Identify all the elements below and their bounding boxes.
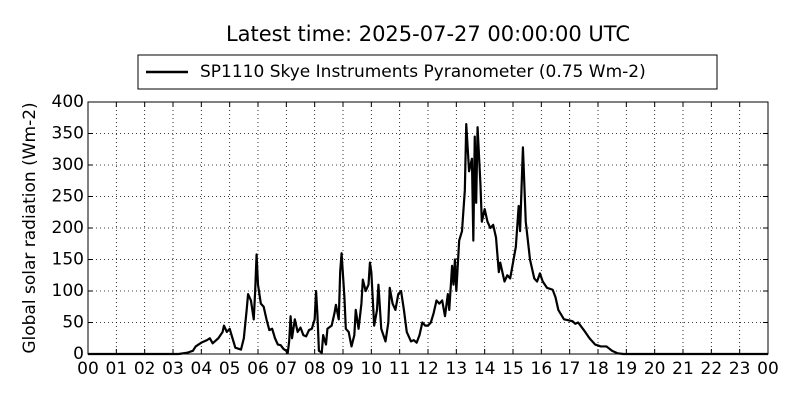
y-tick-label: 0 [73, 344, 84, 364]
x-tick-label: 23 [729, 359, 751, 379]
x-tick-label: 05 [219, 359, 241, 379]
x-tick-label: 07 [276, 359, 298, 379]
plot-frame [87, 101, 769, 355]
x-tick-label: 17 [559, 359, 581, 379]
y-tick-label: 350 [52, 124, 84, 144]
x-tick-label: 00 [77, 359, 99, 379]
y-tick-label: 250 [52, 187, 84, 207]
x-tick-label: 04 [191, 359, 213, 379]
x-tick-label: 13 [446, 359, 468, 379]
y-tick-label: 100 [52, 281, 84, 301]
x-tick-label: 18 [587, 359, 609, 379]
y-tick-label: 50 [62, 313, 84, 333]
x-tick-label: 15 [502, 359, 524, 379]
y-tick-label: 150 [52, 250, 84, 270]
x-tick-label: 00 [757, 359, 779, 379]
y-axis-label: Global solar radiation (Wm-2) [20, 102, 40, 353]
x-tick-label: 01 [106, 359, 128, 379]
chart-title: Latest time: 2025-07-27 00:00:00 UTC [226, 22, 630, 46]
x-tick-label: 21 [672, 359, 694, 379]
x-tick-label: 19 [616, 359, 638, 379]
x-tick-label: 22 [701, 359, 723, 379]
legend-label: SP1110 Skye Instruments Pyranometer (0.7… [200, 62, 646, 82]
x-tick-label: 10 [361, 359, 383, 379]
x-tick-label: 09 [332, 359, 354, 379]
x-tick-label: 06 [247, 359, 269, 379]
x-tick-label: 08 [304, 359, 326, 379]
x-tick-label: 20 [644, 359, 666, 379]
data-line [88, 122, 768, 356]
x-tick-label: 03 [162, 359, 184, 379]
x-tick-label: 16 [531, 359, 553, 379]
legend-box [137, 54, 718, 90]
x-tick-label: 12 [417, 359, 439, 379]
x-tick-label: 14 [474, 359, 496, 379]
y-tick-label: 200 [52, 218, 84, 238]
y-tick-label: 300 [52, 155, 84, 175]
x-tick-label: 11 [389, 359, 411, 379]
y-tick-label: 400 [52, 92, 84, 112]
x-tick-label: 02 [134, 359, 156, 379]
